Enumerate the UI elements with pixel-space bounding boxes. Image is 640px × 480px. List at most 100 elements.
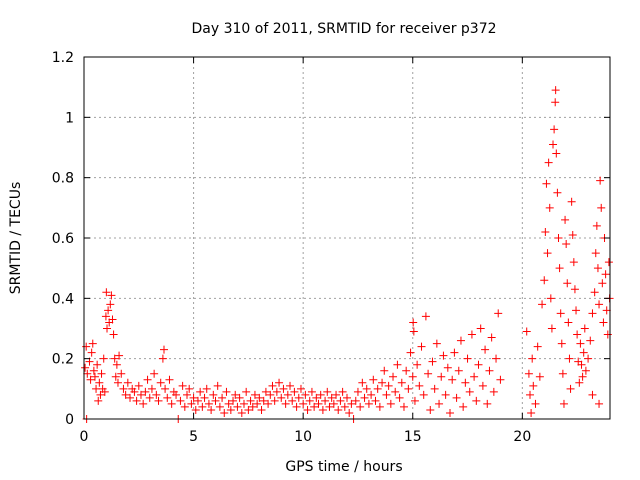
data-point	[483, 399, 492, 408]
data-point	[100, 387, 109, 396]
data-point	[112, 360, 121, 369]
data-point	[113, 378, 122, 387]
data-point	[465, 387, 474, 396]
data-point	[200, 393, 209, 402]
data-point	[279, 384, 288, 393]
data-point	[90, 372, 99, 381]
data-point	[147, 384, 156, 393]
data-point	[409, 327, 418, 336]
data-point	[554, 234, 563, 242]
data-point	[546, 294, 555, 303]
data-point	[81, 363, 90, 372]
data-point	[356, 402, 365, 411]
data-point	[595, 300, 604, 309]
data-point	[472, 396, 481, 405]
y-tick-label: 0	[65, 412, 74, 428]
data-point	[126, 393, 135, 402]
data-point	[332, 390, 341, 399]
data-point	[156, 378, 165, 387]
data-point	[492, 354, 501, 363]
data-point	[598, 279, 607, 288]
data-point	[307, 387, 316, 396]
data-point	[567, 197, 576, 206]
data-point	[281, 399, 290, 408]
y-tick-label: 0.6	[52, 231, 74, 247]
data-point	[141, 387, 150, 396]
data-point	[378, 378, 387, 387]
data-point	[549, 140, 558, 149]
data-point	[561, 215, 570, 224]
data-point	[386, 399, 395, 408]
data-point	[283, 390, 292, 399]
data-point	[527, 408, 536, 417]
data-point	[310, 402, 319, 411]
x-tick-label: 0	[80, 429, 89, 445]
data-point	[428, 357, 437, 366]
data-point	[246, 396, 255, 405]
data-point	[526, 390, 535, 399]
data-point	[382, 390, 391, 399]
data-point	[117, 369, 126, 378]
data-point	[207, 405, 216, 414]
data-point	[538, 300, 547, 309]
data-point	[235, 393, 244, 402]
data-point	[459, 402, 468, 411]
data-point	[575, 378, 584, 387]
data-point	[268, 381, 277, 390]
data-point	[544, 158, 553, 167]
data-point	[391, 387, 400, 396]
data-point	[601, 270, 610, 279]
data-point	[555, 264, 564, 273]
data-point	[226, 405, 235, 414]
data-point	[380, 366, 389, 375]
data-point	[353, 387, 362, 396]
data-point	[487, 333, 496, 342]
y-tick-label: 1.2	[52, 50, 74, 66]
data-point	[321, 396, 330, 405]
data-point	[602, 306, 611, 315]
data-point	[325, 402, 334, 411]
x-tick-label: 15	[404, 429, 422, 445]
data-point	[97, 369, 106, 378]
data-point	[364, 399, 373, 408]
y-tick-label: 1	[65, 110, 74, 126]
data-point	[551, 98, 560, 107]
data-point	[136, 390, 145, 399]
data-point	[318, 405, 327, 414]
data-point	[593, 264, 602, 273]
data-point	[552, 149, 561, 158]
data-point	[264, 399, 273, 408]
data-point	[603, 330, 612, 339]
data-point	[584, 354, 593, 363]
data-point	[481, 345, 490, 354]
data-point	[568, 230, 577, 239]
data-point	[259, 396, 268, 405]
data-point	[167, 399, 176, 408]
data-point	[253, 399, 262, 408]
x-tick-label: 20	[513, 429, 531, 445]
data-point	[123, 378, 132, 387]
y-tick-label: 0.2	[52, 352, 74, 368]
data-point	[237, 408, 246, 417]
data-point	[189, 393, 198, 402]
data-point	[389, 372, 398, 381]
data-point	[413, 360, 422, 369]
data-point	[417, 342, 426, 351]
data-point	[406, 348, 415, 357]
data-point	[272, 387, 281, 396]
data-point	[111, 372, 120, 381]
data-point	[152, 390, 161, 399]
data-point	[329, 399, 338, 408]
data-point	[432, 339, 441, 348]
data-point	[261, 387, 270, 396]
data-point	[556, 309, 565, 318]
data-point	[336, 396, 345, 405]
data-point	[101, 312, 110, 321]
data-point	[485, 366, 494, 375]
data-point	[345, 408, 354, 417]
data-point	[543, 249, 552, 258]
data-point	[87, 348, 96, 357]
data-point	[461, 378, 470, 387]
data-point	[266, 390, 275, 399]
data-point	[542, 179, 551, 188]
